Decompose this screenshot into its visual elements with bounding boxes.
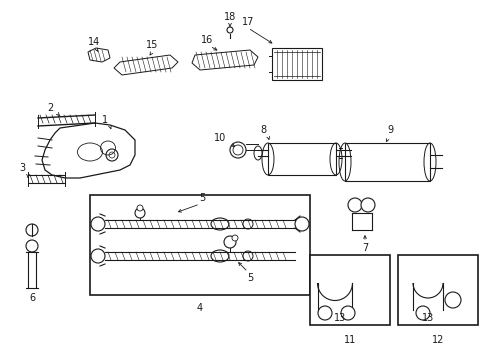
Circle shape xyxy=(232,145,243,155)
Text: 5: 5 xyxy=(246,273,253,283)
Bar xyxy=(345,143,429,181)
Circle shape xyxy=(109,152,115,158)
Text: 11: 11 xyxy=(343,335,355,345)
Bar xyxy=(90,195,309,295)
Text: 7: 7 xyxy=(361,243,367,253)
Text: 10: 10 xyxy=(213,133,225,143)
Circle shape xyxy=(26,224,38,236)
Bar xyxy=(267,143,335,175)
Circle shape xyxy=(91,249,105,263)
Text: 17: 17 xyxy=(242,17,254,27)
Text: 6: 6 xyxy=(29,293,35,303)
Text: 8: 8 xyxy=(260,125,265,135)
Bar xyxy=(397,255,477,325)
Text: 12: 12 xyxy=(431,335,443,345)
Circle shape xyxy=(137,205,142,211)
Circle shape xyxy=(231,235,238,241)
Text: 9: 9 xyxy=(386,125,392,135)
Polygon shape xyxy=(114,55,178,75)
Text: 16: 16 xyxy=(201,35,213,45)
Polygon shape xyxy=(88,48,110,62)
Circle shape xyxy=(229,142,245,158)
Circle shape xyxy=(360,198,374,212)
Text: 4: 4 xyxy=(197,303,203,313)
Polygon shape xyxy=(42,123,135,178)
Bar xyxy=(309,255,389,325)
Text: 2: 2 xyxy=(47,103,53,113)
Text: 3: 3 xyxy=(19,163,25,173)
Circle shape xyxy=(26,240,38,252)
Circle shape xyxy=(347,198,361,212)
Circle shape xyxy=(224,236,236,248)
Text: 1: 1 xyxy=(102,115,108,125)
Circle shape xyxy=(294,217,308,231)
Polygon shape xyxy=(192,50,258,70)
Bar xyxy=(271,48,321,80)
Circle shape xyxy=(135,208,145,218)
Circle shape xyxy=(444,292,460,308)
Text: 13: 13 xyxy=(333,313,346,323)
Circle shape xyxy=(106,149,118,161)
Text: 14: 14 xyxy=(88,37,100,47)
Text: 15: 15 xyxy=(145,40,158,50)
Text: 18: 18 xyxy=(224,12,236,22)
Circle shape xyxy=(340,306,354,320)
Text: 13: 13 xyxy=(421,313,433,323)
Circle shape xyxy=(91,217,105,231)
Circle shape xyxy=(226,27,232,33)
Circle shape xyxy=(317,306,331,320)
Text: 5: 5 xyxy=(199,193,204,203)
Circle shape xyxy=(415,306,429,320)
